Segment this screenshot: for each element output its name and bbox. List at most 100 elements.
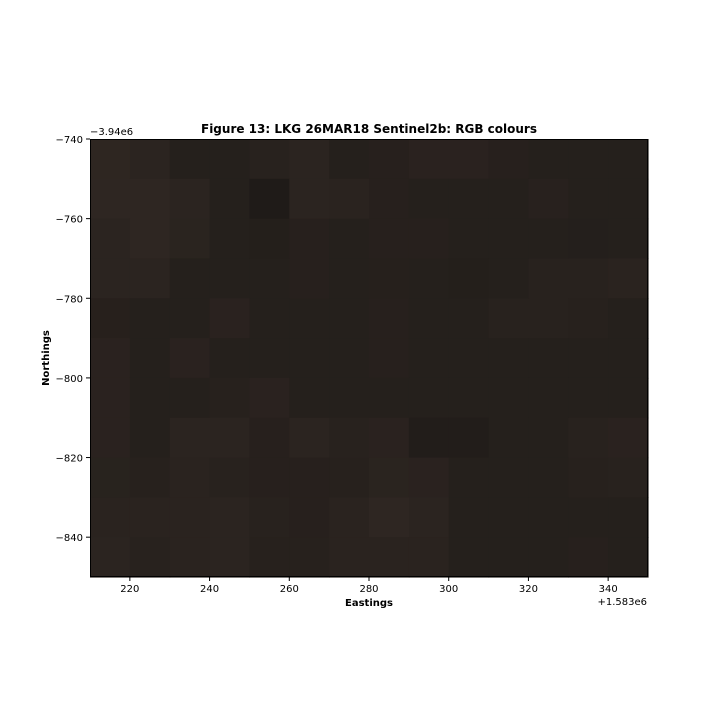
raster-pixel: [329, 497, 370, 538]
raster-pixel: [369, 139, 410, 180]
raster-pixel: [369, 338, 410, 379]
raster-pixel: [169, 178, 211, 220]
raster-pixel: [528, 139, 569, 180]
raster-pixel: [209, 338, 251, 379]
raster-pixel: [249, 417, 290, 459]
raster-pixel: [608, 497, 649, 538]
raster-pixel: [568, 497, 609, 538]
raster-pixel: [129, 457, 171, 498]
raster-pixel: [169, 457, 211, 498]
raster-pixel: [608, 178, 649, 220]
raster-pixel: [488, 258, 530, 299]
raster-pixel: [129, 417, 171, 459]
raster-pixel: [90, 338, 131, 379]
raster-pixel: [249, 178, 290, 220]
raster-pixel: [289, 178, 330, 220]
raster-pixel: [488, 298, 530, 339]
raster-pixel: [408, 139, 450, 180]
raster-pixel: [608, 218, 649, 260]
y-offset-label: −3.94e6: [90, 127, 133, 138]
raster-pixel: [129, 298, 171, 339]
raster-pixel: [488, 338, 530, 379]
raster-pixel: [289, 457, 330, 498]
raster-pixel: [528, 457, 569, 498]
raster-pixel: [568, 537, 609, 578]
raster-pixel: [289, 537, 330, 578]
raster-pixel: [369, 258, 410, 299]
raster-pixel: [329, 139, 370, 180]
x-axis: 220 240 260 280 300 320 340: [120, 577, 618, 595]
raster-pixel: [448, 537, 490, 578]
raster-pixel: [528, 298, 569, 339]
raster-pixel: [448, 139, 490, 180]
raster-pixel: [329, 338, 370, 379]
raster-pixel: [129, 338, 171, 379]
raster-pixel: [608, 417, 649, 459]
raster-pixel: [408, 377, 450, 419]
y-tick-label: −780: [56, 294, 83, 305]
y-tick-label: −800: [56, 374, 83, 385]
raster-pixel: [169, 377, 211, 419]
raster-pixel: [528, 377, 569, 419]
raster-pixel: [90, 139, 131, 180]
y-axis: −740 −760 −780 −800 −820 −840: [56, 135, 90, 544]
x-axis-title: Eastings: [345, 598, 393, 609]
raster-pixel: [90, 537, 131, 578]
raster-pixel: [90, 377, 131, 419]
raster-pixel: [249, 218, 290, 260]
raster-pixel: [608, 258, 649, 299]
raster-pixel: [289, 338, 330, 379]
raster-pixel: [408, 218, 450, 260]
x-tick-label: 320: [519, 584, 538, 595]
raster-pixel: [209, 178, 251, 220]
raster-pixel: [408, 338, 450, 379]
raster-pixel: [129, 258, 171, 299]
raster-pixel: [169, 338, 211, 379]
raster-pixel: [129, 377, 171, 419]
raster-pixel: [488, 139, 530, 180]
raster-pixel: [329, 377, 370, 419]
raster-pixel: [528, 178, 569, 220]
y-tick-label: −740: [56, 135, 83, 146]
raster-pixel: [329, 537, 370, 578]
raster-pixel: [448, 338, 490, 379]
raster-pixel: [209, 417, 251, 459]
raster-pixel: [488, 178, 530, 220]
raster-pixel: [129, 537, 171, 578]
raster-pixel: [289, 377, 330, 419]
raster-pixel: [608, 537, 649, 578]
raster-pixel: [249, 377, 290, 419]
x-tick-label: 220: [120, 584, 139, 595]
raster-pixel: [289, 258, 330, 299]
x-tick-label: 260: [280, 584, 299, 595]
raster-pixel: [169, 139, 211, 180]
raster-pixel: [289, 497, 330, 538]
raster-pixel: [129, 218, 171, 260]
raster-pixel: [488, 377, 530, 419]
raster-pixel: [408, 258, 450, 299]
raster-pixel: [90, 417, 131, 459]
raster-pixel: [90, 497, 131, 538]
raster-pixel: [169, 537, 211, 578]
axes-frame: [90, 139, 648, 577]
raster-pixel: [369, 537, 410, 578]
raster-pixel: [608, 457, 649, 498]
raster-pixel: [568, 178, 609, 220]
raster-pixel: [249, 497, 290, 538]
raster-pixel: [408, 537, 450, 578]
raster-pixel: [448, 218, 490, 260]
raster-pixel: [169, 218, 211, 260]
raster-pixel: [329, 178, 370, 220]
raster-image: [90, 139, 649, 578]
raster-pixel: [169, 258, 211, 299]
raster-pixel: [568, 338, 609, 379]
raster-pixel: [169, 497, 211, 538]
y-tick-label: −820: [56, 454, 83, 465]
raster-pixel: [169, 298, 211, 339]
raster-pixel: [369, 417, 410, 459]
raster-pixel: [488, 537, 530, 578]
raster-pixel: [608, 139, 649, 180]
raster-pixel: [249, 258, 290, 299]
raster-pixel: [448, 377, 490, 419]
